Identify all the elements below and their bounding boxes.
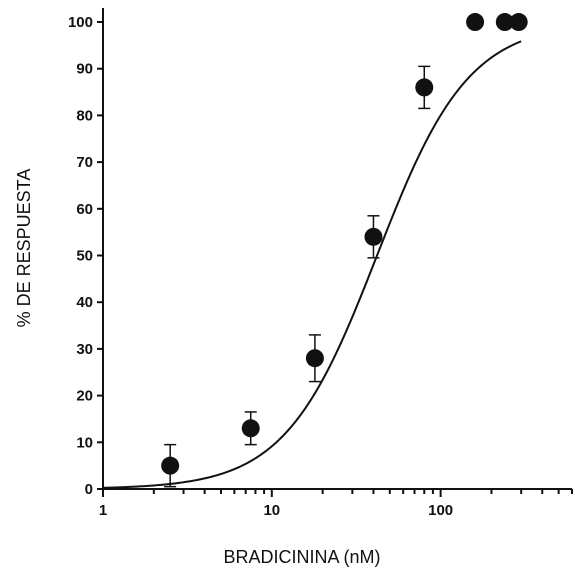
y-tick-label: 20 <box>76 388 93 405</box>
x-tick-label: 1 <box>99 502 107 519</box>
data-point <box>415 78 434 97</box>
y-ticks: 0 10 20 30 40 50 60 70 80 90 100 <box>68 14 103 498</box>
data-points <box>161 13 528 488</box>
x-tick-label: 100 <box>428 502 453 519</box>
data-point <box>509 13 528 32</box>
data-point <box>364 227 383 246</box>
y-tick-label: 50 <box>76 248 93 265</box>
data-point <box>466 13 485 32</box>
data-point <box>495 13 514 32</box>
x-ticks: 1 10 100 <box>99 489 573 519</box>
fit-curve <box>102 40 522 489</box>
y-tick-label: 30 <box>76 341 93 358</box>
data-point <box>161 456 180 475</box>
x-tick-label: 10 <box>263 502 280 519</box>
y-tick-label: 100 <box>68 14 93 31</box>
y-tick-label: 0 <box>85 481 93 498</box>
y-tick-label: 80 <box>76 107 93 124</box>
x-axis-title: BRADICININA (nM) <box>223 547 380 567</box>
y-tick-label: 90 <box>76 61 93 78</box>
axes <box>102 8 572 490</box>
y-axis-title: % DE RESPUESTA <box>14 169 34 328</box>
data-point <box>305 349 324 368</box>
y-tick-label: 60 <box>76 201 93 218</box>
y-tick-label: 70 <box>76 154 93 171</box>
data-point <box>241 419 260 438</box>
y-tick-label: 40 <box>76 294 93 311</box>
y-tick-label: 10 <box>76 434 93 451</box>
